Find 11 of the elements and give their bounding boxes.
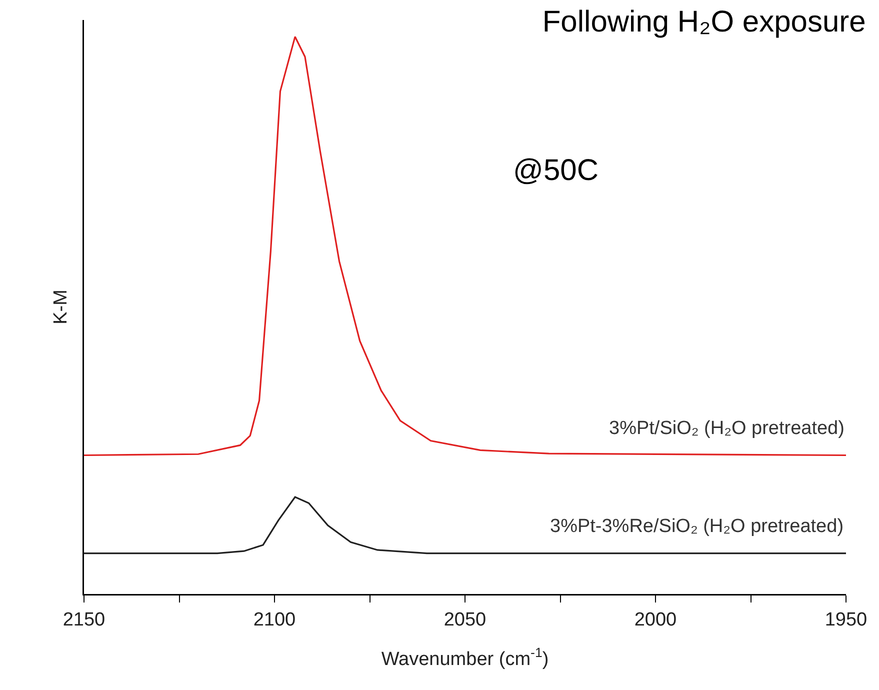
y-axis-title: K-M (50, 290, 72, 324)
x-tick-label: 2100 (253, 609, 296, 630)
series-label: 3%Pt-3%Re/SiO₂ (H₂O pretreated) (550, 516, 844, 537)
x-tick-label: 2000 (634, 609, 677, 630)
x-axis-title: Wavenumber (cm$^{-1}$) (381, 644, 549, 670)
chart-title: Following H₂O exposure (542, 5, 866, 38)
annotation: @50C (513, 154, 598, 187)
x-tick-label: 2050 (444, 609, 486, 630)
series-label: 3%Pt/SiO₂ (H₂O pretreated) (609, 418, 844, 439)
x-tick-label: 1950 (824, 609, 868, 630)
x-tick-label: 2150 (62, 609, 106, 630)
